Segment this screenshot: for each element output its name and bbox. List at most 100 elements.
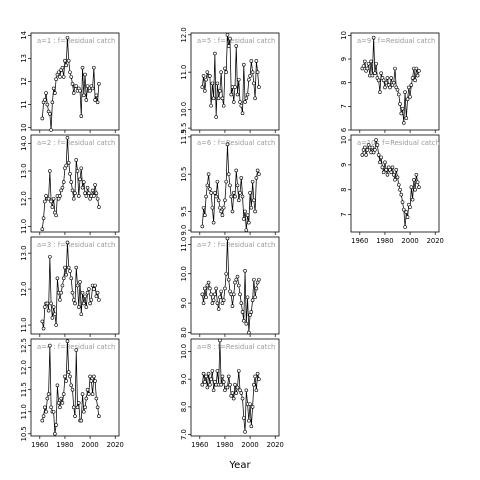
data-point bbox=[210, 205, 215, 210]
panel-4: a=4 : f=Residual catch 10.5 11.0 11.5 12.0 12… bbox=[20, 338, 124, 449]
data-point bbox=[69, 180, 74, 184]
data-point bbox=[68, 374, 72, 379]
data-point bbox=[243, 268, 247, 273]
data-point bbox=[68, 172, 72, 176]
data-point bbox=[85, 387, 90, 392]
data-point bbox=[64, 163, 68, 168]
data-point bbox=[395, 175, 400, 180]
data-point bbox=[51, 196, 56, 201]
data-point bbox=[245, 213, 250, 218]
y-tick-label: 10 bbox=[20, 123, 28, 132]
data-point bbox=[63, 58, 67, 63]
data-point bbox=[399, 111, 404, 116]
data-point bbox=[235, 385, 240, 390]
data-point bbox=[85, 290, 90, 295]
data-point bbox=[58, 405, 62, 410]
data-point bbox=[221, 103, 226, 108]
data-point bbox=[234, 391, 239, 395]
data-point bbox=[233, 280, 237, 285]
data-point bbox=[391, 172, 396, 177]
data-point bbox=[230, 209, 235, 214]
data-point bbox=[231, 396, 236, 401]
data-point bbox=[401, 207, 406, 212]
data-point bbox=[249, 205, 254, 210]
data-point bbox=[218, 295, 222, 300]
data-point bbox=[249, 424, 254, 429]
data-point bbox=[390, 165, 395, 170]
y-tick-label: 9.5 bbox=[180, 206, 188, 217]
data-point bbox=[220, 301, 225, 305]
y-tick-label: 10 bbox=[340, 136, 348, 145]
data-point bbox=[209, 103, 213, 108]
panel-2: a=2 : f=Residual catch 11.0 12.0 13.0 14.0 bbox=[20, 134, 120, 235]
data-point bbox=[43, 305, 47, 309]
data-point bbox=[213, 292, 217, 297]
data-point bbox=[48, 169, 52, 173]
data-point bbox=[370, 73, 375, 78]
y-tick-label: 11.0 bbox=[180, 237, 188, 252]
x-tick-label: 2000 bbox=[401, 237, 418, 245]
data-point bbox=[93, 183, 97, 187]
data-point bbox=[74, 84, 79, 88]
y-tick-label: 12.0 bbox=[20, 360, 28, 375]
data-point bbox=[83, 294, 87, 299]
data-point bbox=[404, 210, 409, 214]
data-point bbox=[93, 379, 97, 383]
data-point bbox=[218, 89, 222, 93]
data-point bbox=[247, 77, 251, 82]
data-point bbox=[215, 81, 220, 86]
data-point bbox=[58, 298, 62, 302]
data-point bbox=[244, 388, 249, 393]
data-point bbox=[90, 86, 95, 91]
data-point bbox=[50, 205, 55, 209]
data-point bbox=[240, 194, 245, 199]
data-point bbox=[54, 77, 58, 81]
data-point bbox=[90, 392, 95, 396]
data-point bbox=[407, 85, 411, 90]
y-tick-label: 7.0 bbox=[180, 429, 188, 440]
data-point bbox=[95, 100, 100, 105]
x-tick-label: 1980 bbox=[376, 237, 393, 245]
data-point bbox=[379, 71, 383, 76]
data-point bbox=[408, 205, 412, 209]
data-point bbox=[208, 74, 212, 78]
data-point bbox=[412, 177, 416, 182]
data-point bbox=[252, 81, 256, 86]
panel-6: a=6 : f=Residual catch 9.0 9.5 10.5 11.5 bbox=[180, 129, 280, 236]
data-point bbox=[65, 240, 70, 245]
data-point bbox=[74, 158, 79, 162]
data-point bbox=[214, 286, 218, 291]
data-point bbox=[88, 301, 92, 306]
data-point bbox=[248, 191, 252, 195]
data-point bbox=[235, 274, 240, 279]
data-point bbox=[94, 396, 99, 401]
data-point bbox=[205, 283, 210, 288]
data-point bbox=[409, 83, 414, 87]
data-point bbox=[87, 287, 91, 291]
data-point bbox=[248, 313, 252, 317]
data-point bbox=[203, 213, 207, 218]
data-point bbox=[203, 380, 207, 384]
y-tick-label: 11.0 bbox=[180, 65, 188, 80]
data-point bbox=[88, 374, 92, 379]
data-point bbox=[393, 177, 397, 182]
data-point bbox=[205, 183, 210, 188]
data-point bbox=[417, 185, 421, 190]
data-point bbox=[201, 205, 206, 210]
data-point bbox=[236, 198, 241, 203]
series-line bbox=[41, 242, 100, 329]
data-point bbox=[46, 196, 51, 201]
data-point bbox=[413, 78, 417, 83]
x-axis-label: Year bbox=[229, 460, 251, 471]
data-point bbox=[228, 382, 232, 387]
data-point bbox=[240, 111, 245, 116]
data-point bbox=[40, 319, 45, 324]
x-tick-label: 2020 bbox=[267, 441, 284, 449]
data-point bbox=[254, 286, 259, 291]
data-point bbox=[66, 160, 71, 165]
data-point bbox=[87, 392, 91, 396]
data-point bbox=[236, 369, 241, 373]
data-point bbox=[61, 276, 66, 281]
panel-strip-label: a=6 : f=Residual catch bbox=[197, 139, 275, 147]
y-tick-label: 13 bbox=[20, 54, 28, 63]
